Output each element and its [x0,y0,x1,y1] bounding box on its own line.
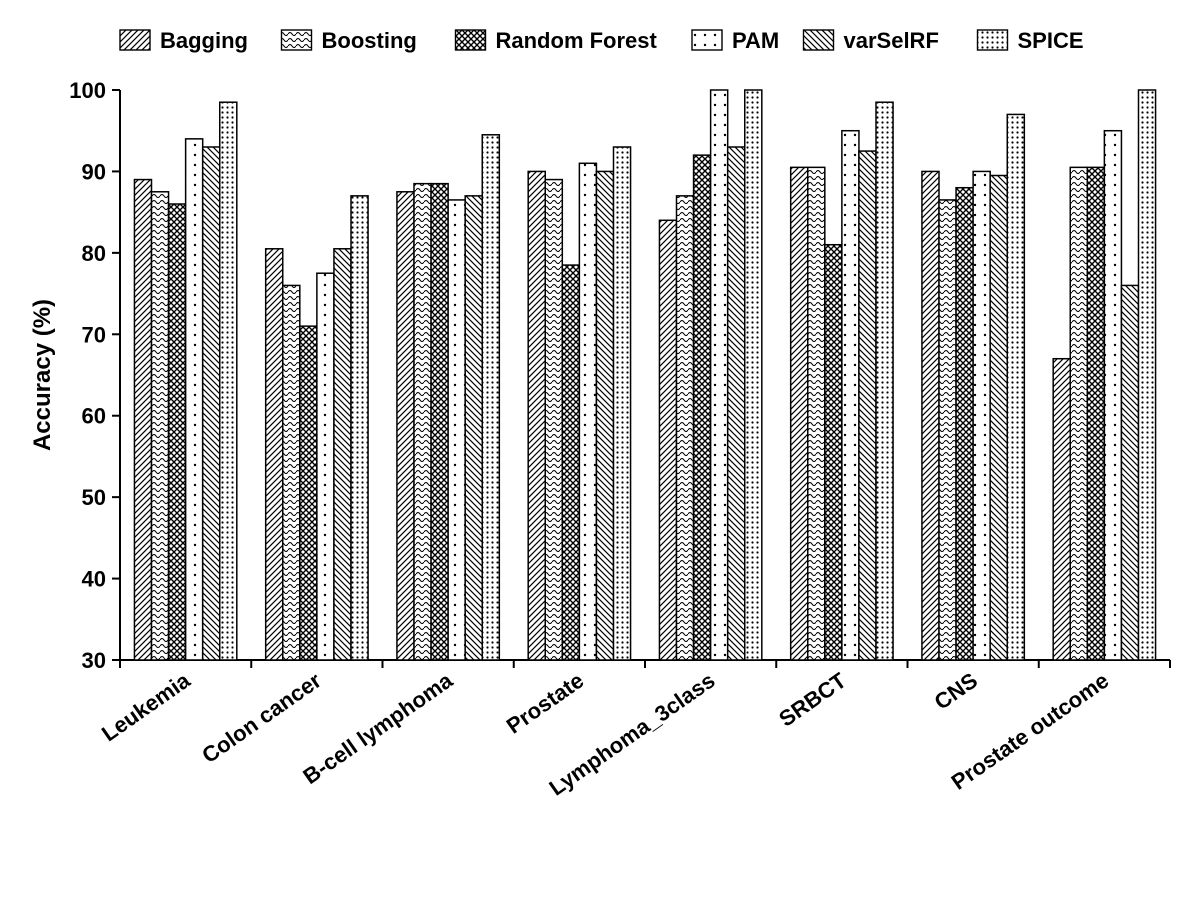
bar [152,192,169,660]
y-tick-label: 90 [82,159,106,184]
bar [431,184,448,660]
y-tick-label: 30 [82,648,106,673]
bar [677,196,694,660]
y-tick-label: 100 [69,78,106,103]
legend-label: Bagging [160,28,248,53]
bar [791,167,808,660]
bar [1087,167,1104,660]
bar [528,171,545,660]
bar [842,131,859,660]
y-tick-label: 50 [82,485,106,510]
x-category-label: Prostate [502,668,588,739]
x-category-label: SRBCT [774,667,851,731]
legend-swatch [804,30,834,50]
legend-swatch [120,30,150,50]
bar [562,265,579,660]
y-tick-label: 60 [82,404,106,429]
bar [1007,114,1024,660]
bar [266,249,283,660]
bar [579,163,596,660]
bar [1139,90,1156,660]
bar [859,151,876,660]
bar [1104,131,1121,660]
bar [351,196,368,660]
bar [334,249,351,660]
bar [482,135,499,660]
bar [711,90,728,660]
bar [876,102,893,660]
bar [939,200,956,660]
bar [465,196,482,660]
bar [659,220,676,660]
legend-swatch [282,30,312,50]
bar [1121,285,1138,660]
bar [614,147,631,660]
bar [596,171,613,660]
bar [220,102,237,660]
bar [694,155,711,660]
bar [956,188,973,660]
bar [922,171,939,660]
bar [134,180,151,660]
x-category-label: CNS [930,668,982,715]
legend-swatch [456,30,486,50]
bar [808,167,825,660]
bar [203,147,220,660]
legend-label: PAM [732,28,779,53]
bar [283,285,300,660]
bar [1070,167,1087,660]
chart-svg: Bagging Boosting Random Forest PAM varSelRF S… [0,0,1200,900]
bar [397,192,414,660]
legend-swatch [978,30,1008,50]
y-axis-label: Accuracy (%) [29,299,56,451]
bar [973,171,990,660]
x-category-label: Leukemia [97,667,195,746]
bar [414,184,431,660]
bar [300,326,317,660]
accuracy-bar-chart: Bagging Boosting Random Forest PAM varSelRF S… [0,0,1200,900]
bar [545,180,562,660]
bars [134,90,1155,660]
legend-label: SPICE [1018,28,1084,53]
x-category-labels: LeukemiaColon cancerB-cell lymphomaProst… [97,667,1113,800]
legend-label: Random Forest [496,28,658,53]
legend-label: Boosting [322,28,417,53]
bar [745,90,762,660]
bar [317,273,334,660]
bar [448,200,465,660]
bar [186,139,203,660]
y-tick-label: 80 [82,241,106,266]
y-tick-label: 70 [82,322,106,347]
bar [169,204,186,660]
y-tick-label: 40 [82,567,106,592]
legend: Bagging Boosting Random Forest PAM varSelRF S… [120,28,1084,53]
bar [825,245,842,660]
legend-label: varSelRF [844,28,939,53]
bar [728,147,745,660]
legend-swatch [692,30,722,50]
x-category-label: Colon cancer [197,667,326,768]
bar [1053,359,1070,660]
bar [990,176,1007,661]
